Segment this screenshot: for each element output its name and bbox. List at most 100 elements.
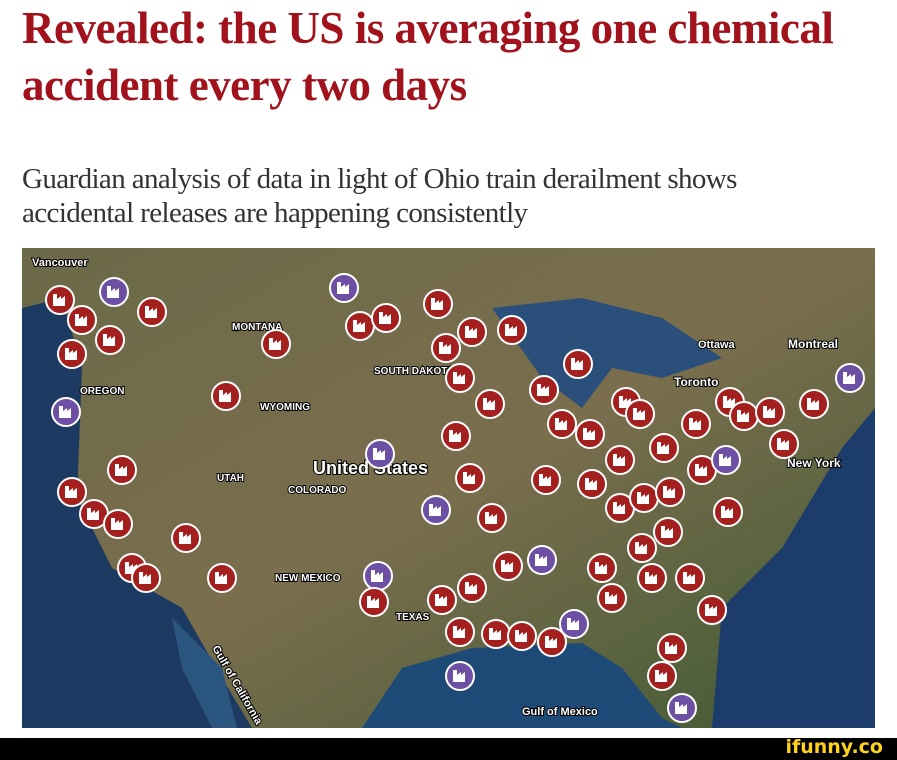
factory-icon (367, 596, 379, 608)
factory-icon (449, 430, 461, 442)
incident-marker (497, 315, 527, 345)
factory-icon (379, 312, 391, 324)
factory-icon (665, 642, 677, 654)
incident-marker (171, 523, 201, 553)
factory-icon (65, 486, 77, 498)
incident-marker (131, 563, 161, 593)
map-label: COLORADO (288, 485, 347, 496)
factory-icon (269, 338, 281, 350)
incident-marker (107, 455, 137, 485)
factory-icon (719, 454, 731, 466)
incident-marker (559, 609, 589, 639)
subheadline: Guardian analysis of data in light of Oh… (22, 163, 737, 229)
incident-marker (365, 439, 395, 469)
incident-marker (597, 583, 627, 613)
factory-icon (65, 348, 77, 360)
incident-marker (531, 465, 561, 495)
map-label: WYOMING (260, 402, 310, 413)
incident-marker (137, 297, 167, 327)
factory-icon (583, 428, 595, 440)
factory-icon (633, 408, 645, 420)
factory-icon (373, 448, 385, 460)
factory-icon (505, 324, 517, 336)
incident-marker (675, 563, 705, 593)
incident-marker (359, 587, 389, 617)
incident-marker (587, 553, 617, 583)
factory-icon (605, 592, 617, 604)
incident-marker (371, 303, 401, 333)
incident-marker (211, 381, 241, 411)
factory-icon (107, 286, 119, 298)
factory-icon (657, 442, 669, 454)
factory-icon (435, 594, 447, 606)
factory-icon (371, 570, 383, 582)
incident-marker (647, 661, 677, 691)
incident-marker (457, 573, 487, 603)
factory-icon (539, 474, 551, 486)
factory-icon (595, 562, 607, 574)
incident-marker (427, 585, 457, 615)
incident-marker (95, 325, 125, 355)
factory-icon (103, 334, 115, 346)
factory-icon (807, 398, 819, 410)
incident-marker (605, 493, 635, 523)
factory-icon (689, 418, 701, 430)
incident-marker (441, 421, 471, 451)
incident-marker (421, 495, 451, 525)
incident-marker (649, 433, 679, 463)
gulf-of-california (172, 618, 237, 728)
map-label: Gulf of Mexico (522, 706, 598, 718)
incident-marker (57, 477, 87, 507)
map-label: Vancouver (32, 257, 88, 269)
incident-marker (455, 463, 485, 493)
factory-icon (571, 358, 583, 370)
incident-marker (475, 389, 505, 419)
factory-icon (87, 508, 99, 520)
factory-icon (59, 406, 71, 418)
factory-icon (463, 472, 475, 484)
factory-icon (353, 320, 365, 332)
factory-icon (763, 406, 775, 418)
factory-icon (439, 342, 451, 354)
incident-marker (67, 305, 97, 335)
map-label: Ottawa (698, 339, 736, 351)
incident-marker (655, 477, 685, 507)
incident-marker (769, 429, 799, 459)
factory-icon (663, 486, 675, 498)
incident-marker (445, 617, 475, 647)
factory-icon (635, 542, 647, 554)
factory-icon (723, 396, 735, 408)
gulf (362, 643, 682, 728)
incident-marker (363, 561, 393, 591)
factory-icon (537, 384, 549, 396)
factory-icon (645, 572, 657, 584)
factory-icon (515, 630, 527, 642)
factory-icon (139, 572, 151, 584)
incident-marker (99, 277, 129, 307)
factory-icon (145, 306, 157, 318)
incident-marker (527, 545, 557, 575)
factory-icon (465, 326, 477, 338)
factory-icon (675, 702, 687, 714)
factory-icon (485, 512, 497, 524)
map-label: Montreal (788, 337, 838, 351)
factory-icon (115, 464, 127, 476)
factory-icon (429, 504, 441, 516)
factory-icon (535, 554, 547, 566)
factory-icon (453, 670, 465, 682)
factory-icon (75, 314, 87, 326)
watermark: ifunny.co (785, 736, 883, 758)
incident-marker (547, 409, 577, 439)
incident-marker (445, 363, 475, 393)
factory-icon (53, 294, 65, 306)
incident-marker (493, 551, 523, 581)
factory-icon (683, 572, 695, 584)
factory-icon (179, 532, 191, 544)
incident-marker (575, 419, 605, 449)
factory-icon (219, 390, 231, 402)
map-label: OREGON (80, 386, 124, 397)
incident-marker (457, 317, 487, 347)
incident-marker (207, 563, 237, 593)
incident-marker (345, 311, 375, 341)
